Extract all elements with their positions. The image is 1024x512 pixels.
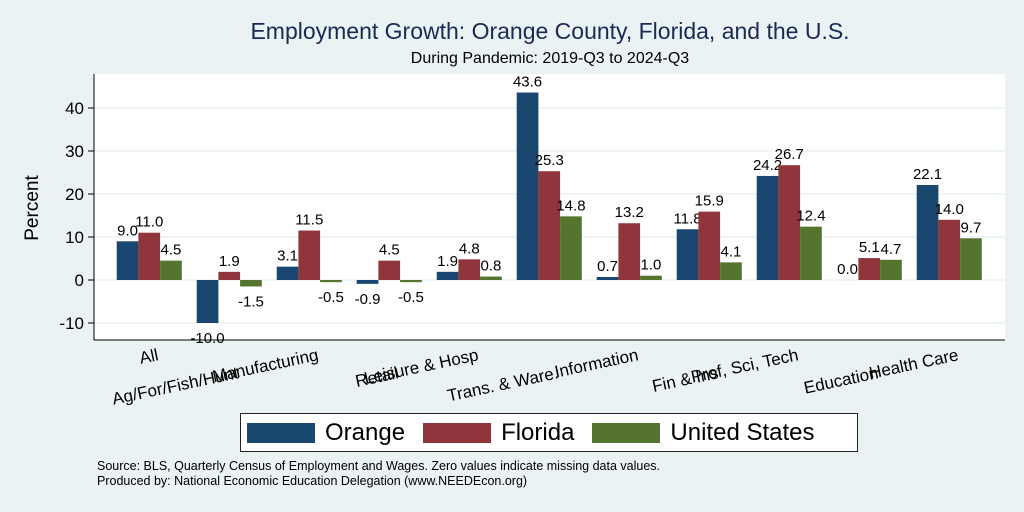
legend-item-orange: Orange xyxy=(247,419,405,447)
data-label: 14.0 xyxy=(935,201,964,218)
bar-united-states xyxy=(240,280,262,287)
bar-united-states xyxy=(960,238,982,280)
bar-florida xyxy=(458,259,481,280)
data-label: -10.0 xyxy=(190,330,224,347)
bar-united-states xyxy=(560,216,582,280)
x-tick-label: All xyxy=(138,345,160,368)
y-axis-label: Percent xyxy=(22,175,43,241)
bar-florida xyxy=(378,260,401,280)
legend-label-orange: Orange xyxy=(325,418,406,446)
bar-united-states xyxy=(400,280,422,283)
data-label: 26.7 xyxy=(775,146,804,163)
y-tick-label: -10 xyxy=(59,314,84,333)
data-label: 9.0 xyxy=(117,222,138,239)
data-label: 11.0 xyxy=(135,214,163,231)
bar-orange xyxy=(436,271,459,280)
x-tick-label: Information xyxy=(553,345,640,381)
data-label: 1.9 xyxy=(219,253,240,270)
data-label: 0.7 xyxy=(597,258,618,275)
legend-swatch-florida xyxy=(423,422,492,443)
data-label: 1.0 xyxy=(641,257,662,274)
bar-orange xyxy=(596,276,619,280)
data-label: 4.5 xyxy=(161,242,182,259)
bar-florida xyxy=(778,165,801,280)
data-label: 12.4 xyxy=(796,208,825,225)
data-label: 4.7 xyxy=(881,241,902,258)
legend: Orange Florida United States xyxy=(240,413,858,452)
data-label: 15.9 xyxy=(695,193,724,210)
x-tick-label: Prof, Sci, Tech xyxy=(689,345,800,386)
bar-orange xyxy=(276,266,299,280)
bar-florida xyxy=(938,219,961,280)
bar-united-states xyxy=(160,260,182,280)
bar-orange xyxy=(756,175,779,280)
x-tick-label: Health Care xyxy=(867,345,960,382)
legend-label-florida: Florida xyxy=(501,418,575,446)
data-label: 43.6 xyxy=(513,74,542,91)
data-label: 0.0 xyxy=(837,261,858,278)
bar-florida xyxy=(698,211,721,280)
data-label: -0.9 xyxy=(355,291,381,308)
legend-swatch-united-states xyxy=(592,422,661,443)
bar-florida xyxy=(538,171,561,280)
bar-united-states xyxy=(800,226,822,280)
bar-united-states xyxy=(480,276,502,280)
data-label: 4.1 xyxy=(721,243,742,260)
legend-label-united-states: United States xyxy=(670,418,815,446)
x-tick-label: Leisure & Hosp xyxy=(362,345,480,388)
data-label: 5.1 xyxy=(859,239,880,256)
y-tick-label: 0 xyxy=(75,271,84,290)
bar-florida xyxy=(218,271,241,280)
bar-united-states xyxy=(640,275,662,280)
data-label: 9.7 xyxy=(961,219,982,236)
data-label: 11.5 xyxy=(295,212,323,229)
bar-orange xyxy=(356,280,379,284)
y-tick-label: 10 xyxy=(65,228,84,247)
data-label: -1.5 xyxy=(238,293,264,310)
data-label: 11.8 xyxy=(674,210,702,227)
x-tick-label: Manufacturing xyxy=(211,345,320,386)
legend-item-united-states: United States xyxy=(592,418,815,447)
chart-title: Employment Growth: Orange County, Florid… xyxy=(250,18,850,44)
x-tick-label: Trans. & Ware. xyxy=(446,363,561,405)
bar-florida xyxy=(138,232,161,280)
bar-united-states xyxy=(720,262,742,280)
legend-item-florida: Florida xyxy=(423,419,574,447)
bar-florida xyxy=(618,223,641,280)
bar-orange xyxy=(916,184,939,280)
chart-subtitle: During Pandemic: 2019-Q3 to 2024-Q3 xyxy=(410,50,690,67)
bar-orange xyxy=(676,229,699,280)
data-label: 25.3 xyxy=(535,152,564,169)
data-label: -0.5 xyxy=(398,289,424,306)
data-label: -0.5 xyxy=(318,289,344,306)
data-label: 3.1 xyxy=(277,248,298,265)
bar-orange xyxy=(116,241,139,280)
data-label: 22.1 xyxy=(913,166,942,183)
bar-florida xyxy=(858,258,881,280)
y-tick-label: 20 xyxy=(65,185,84,204)
bar-orange xyxy=(516,92,539,281)
data-label: 24.2 xyxy=(753,157,782,174)
data-label: 4.8 xyxy=(459,240,480,257)
data-label: 0.8 xyxy=(481,258,502,275)
bar-orange xyxy=(196,280,219,323)
y-tick-label: 40 xyxy=(65,99,84,118)
bar-united-states xyxy=(320,280,342,283)
produced-by-note: Produced by: National Economic Education… xyxy=(97,474,528,488)
legend-swatch-orange xyxy=(247,422,315,443)
y-tick-label: 30 xyxy=(65,142,84,161)
bar-florida xyxy=(298,230,321,280)
source-note: Source: BLS, Quarterly Census of Employm… xyxy=(97,459,661,473)
data-label: 13.2 xyxy=(615,204,644,221)
data-label: 14.8 xyxy=(556,197,585,214)
bar-united-states xyxy=(880,259,902,280)
data-label: 4.5 xyxy=(379,242,400,259)
data-label: 1.9 xyxy=(437,253,458,270)
